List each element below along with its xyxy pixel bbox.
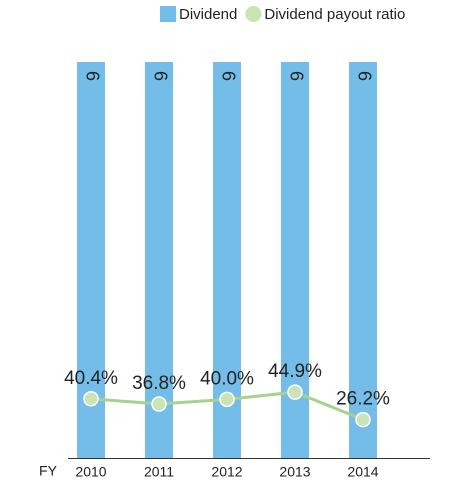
- bar: [349, 62, 377, 458]
- bar-value-label: 6: [150, 71, 170, 81]
- line-marker: [219, 391, 235, 408]
- legend-swatch: [245, 6, 262, 22]
- line-marker: [83, 390, 99, 407]
- line-value-label: 40.4%: [64, 368, 118, 389]
- legend-swatch: [160, 6, 176, 22]
- legend-label: Dividend payout ratio: [264, 6, 405, 23]
- line-value-label: 40.0%: [200, 368, 254, 389]
- line-marker: [151, 396, 167, 412]
- line-value-label: 44.9%: [268, 361, 322, 382]
- x-tick-label: 2012: [211, 464, 242, 480]
- legend: Dividend Dividend payout ratio: [160, 6, 405, 23]
- bar-value-label: 6: [286, 71, 306, 81]
- x-tick-label: 2014: [347, 464, 378, 480]
- x-axis-label: FY: [39, 463, 58, 479]
- bar-value-label: 6: [354, 71, 374, 81]
- line-marker: [287, 384, 303, 400]
- bar-value-label: 6: [218, 71, 238, 81]
- x-tick-label: 2010: [75, 464, 106, 480]
- line-value-label: 26.2%: [336, 389, 390, 410]
- x-tick-label: 2013: [279, 464, 310, 480]
- x-tick-label: 2011: [144, 464, 174, 480]
- legend-label: Dividend: [179, 6, 237, 23]
- bar-value-label: 6: [82, 71, 102, 81]
- bar: [145, 62, 173, 458]
- line-value-label: 36.8%: [132, 373, 186, 394]
- line-marker: [355, 411, 371, 428]
